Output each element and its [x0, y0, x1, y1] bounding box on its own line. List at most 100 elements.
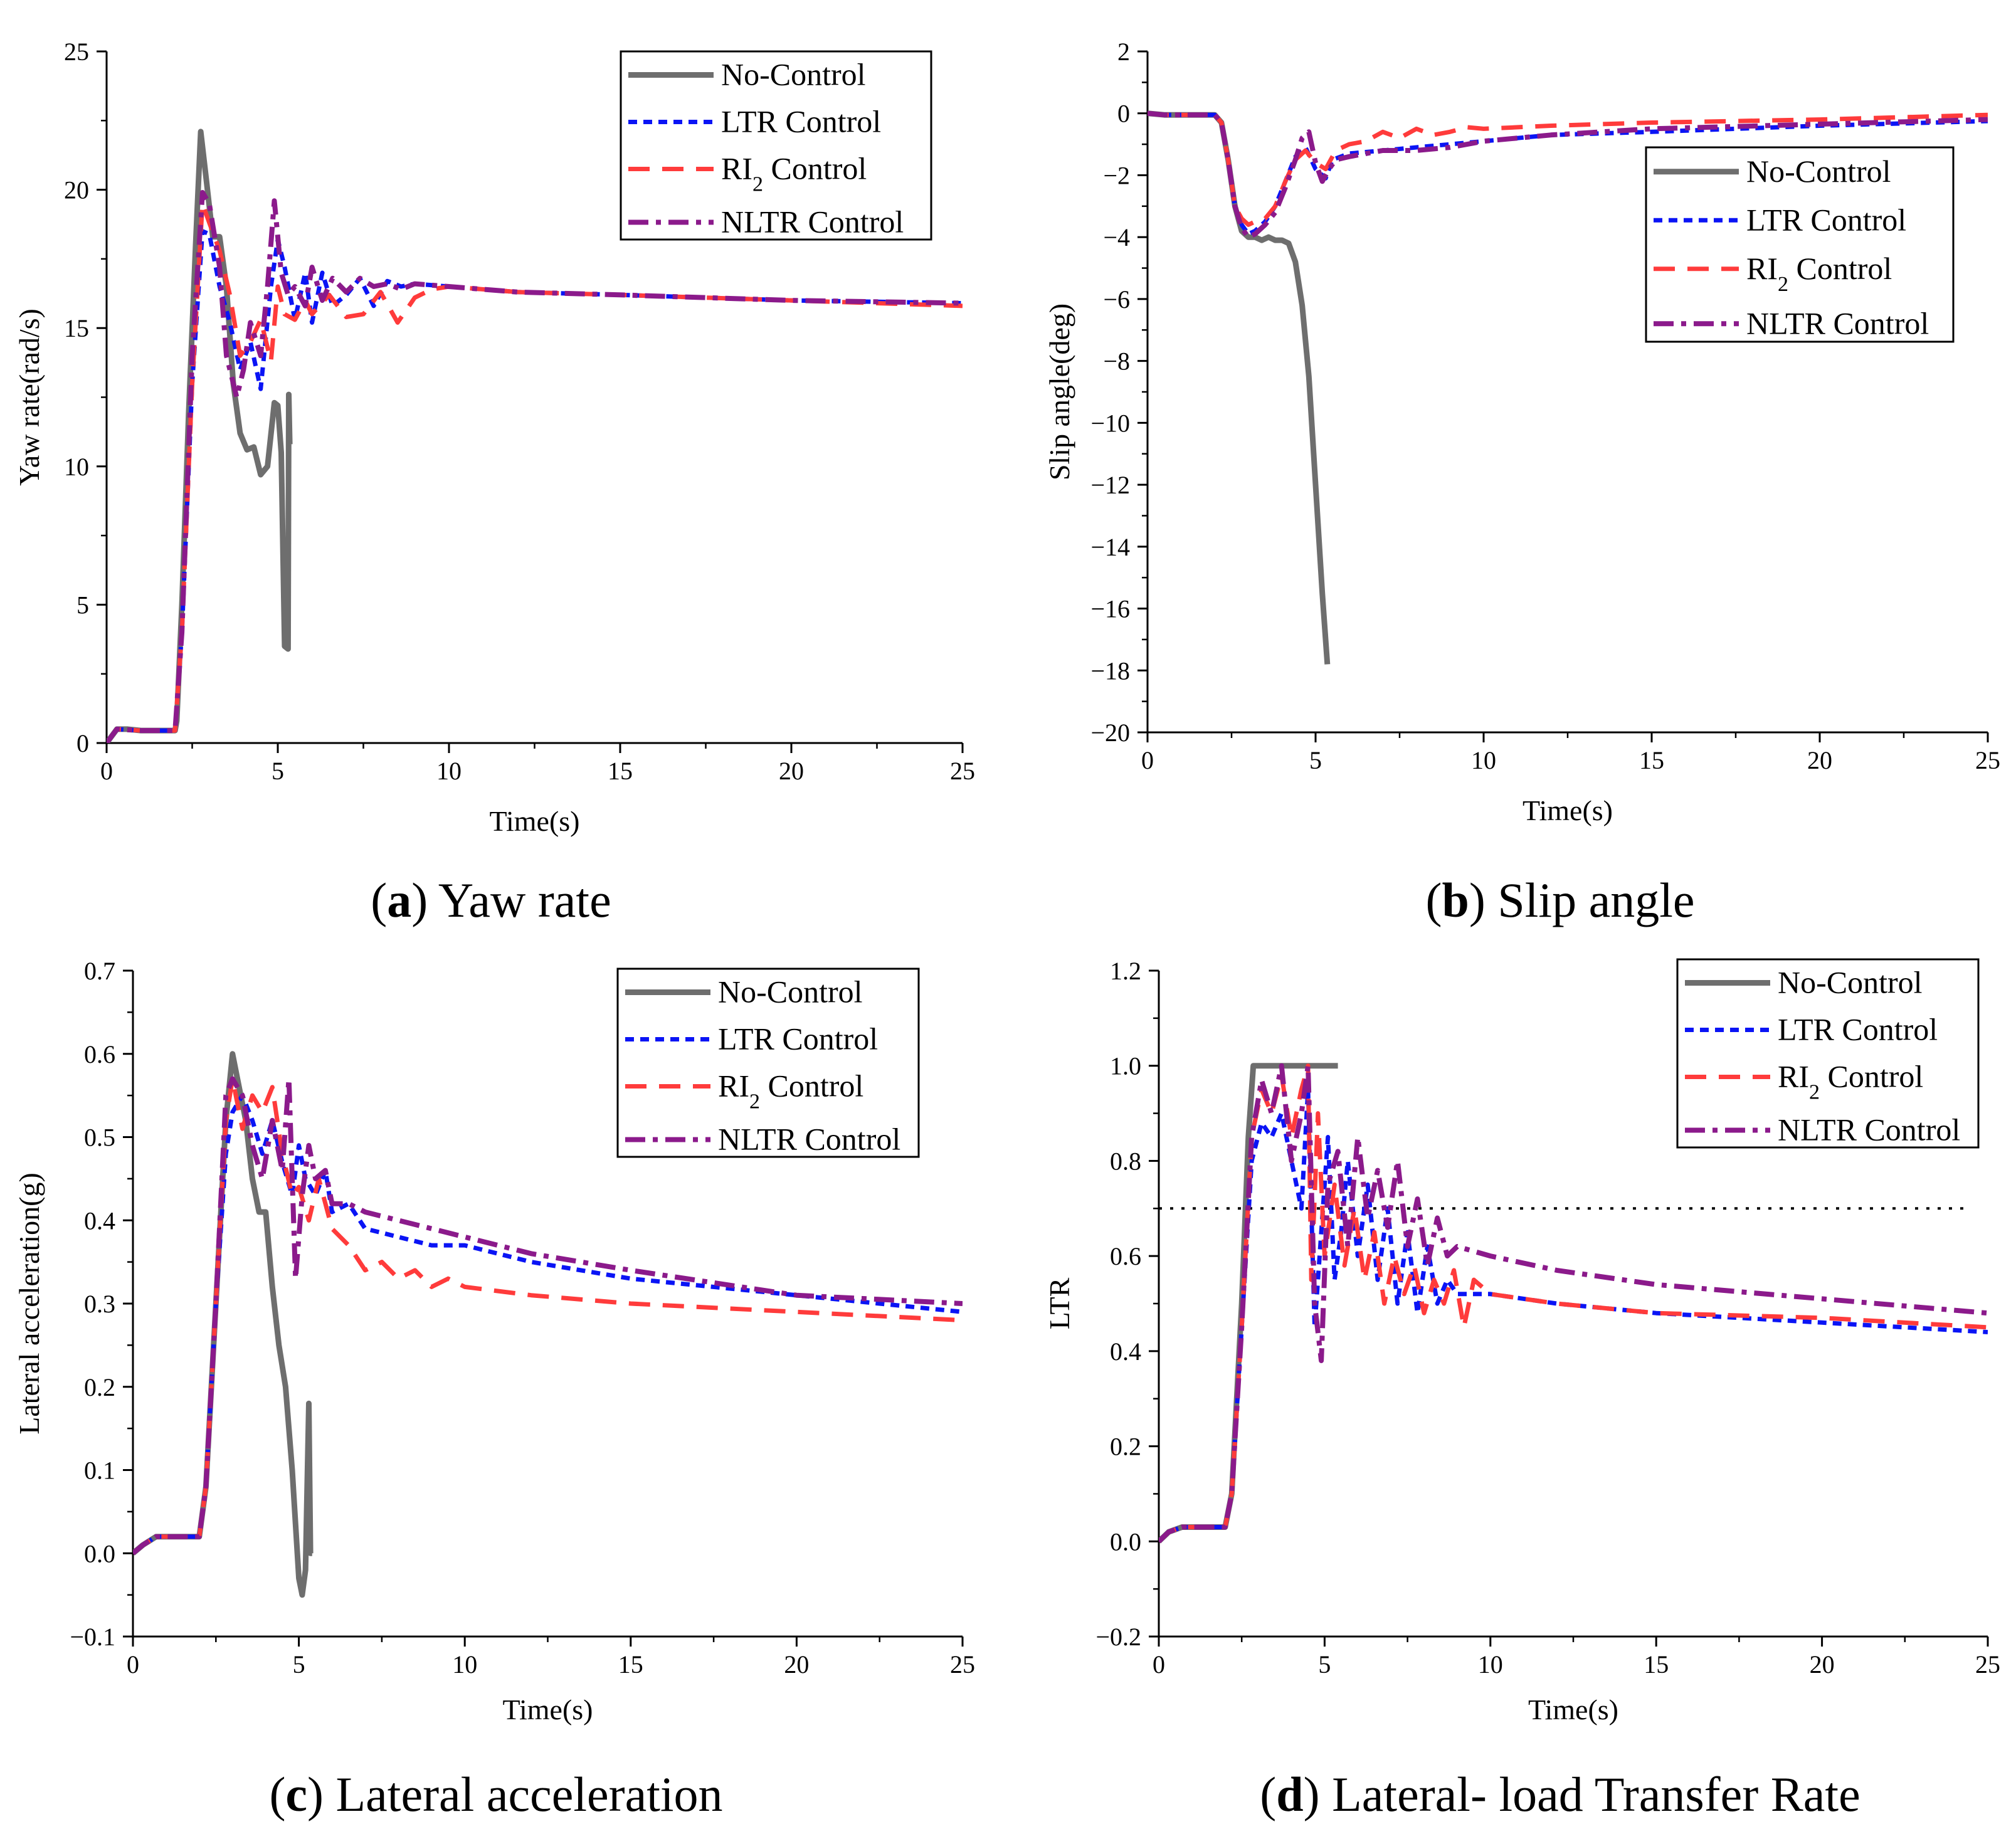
x-axis-label: Time(s) — [1523, 794, 1613, 826]
series-line-no-control — [107, 129, 293, 743]
legend-box — [1676, 958, 1980, 1149]
legend: No-Control LTR Control RI2 Control NLTR Con… — [1676, 958, 1980, 1149]
y-tick-label: 0.7 — [84, 957, 115, 985]
y-tick-label: 15 — [64, 314, 89, 342]
series-line-ri2-control — [133, 1077, 963, 1555]
series-line-ltr-control — [1159, 1087, 1988, 1543]
y-tick-label: 0.8 — [1110, 1147, 1141, 1175]
y-tick-label: 0.6 — [1110, 1242, 1141, 1270]
x-tick-label: 25 — [1975, 746, 2000, 774]
axes: 0 5 10 15 20 25 −0.1 0.0 0.1 0.2 0.3 0.4 0.5 0.6 0.7 Ti… — [13, 957, 975, 1726]
y-tick-label: 1.2 — [1110, 957, 1141, 985]
x-tick-label: 5 — [1309, 746, 1322, 774]
series-line-ltr-control — [133, 1093, 963, 1555]
x-tick-label: 10 — [452, 1650, 477, 1679]
legend-label: LTR Control — [718, 1021, 878, 1057]
y-tick-label: 0.4 — [84, 1206, 115, 1235]
y-tick-label: −0.2 — [1095, 1623, 1141, 1651]
x-tick-label: 15 — [608, 757, 633, 785]
y-axis-label: Lateral acceleration(g) — [13, 1173, 45, 1435]
plot-area — [1159, 1063, 1988, 1544]
plot-area — [107, 129, 963, 743]
legend-label: No-Control — [718, 974, 863, 1010]
series-line-nltr-control — [107, 190, 963, 743]
y-tick-label: 25 — [64, 38, 89, 66]
y-tick-label: −10 — [1090, 409, 1130, 437]
y-tick-label: 10 — [64, 453, 89, 481]
legend-label: NLTR Control — [1746, 305, 1929, 340]
legend-label: RI2 Control — [1746, 251, 1892, 296]
legend-label: LTR Control — [1746, 202, 1906, 237]
x-tick-label: 25 — [1975, 1650, 2000, 1679]
chart-panel-lateral-acceleration: 0 5 10 15 20 25 −0.1 0.0 0.1 0.2 0.3 0.4 0.5 0.6 0.7 Ti… — [13, 957, 975, 1726]
legend-label: No-Control — [721, 57, 866, 92]
y-tick-label: 20 — [64, 176, 89, 204]
x-tick-label: 10 — [1471, 746, 1496, 774]
legend-box — [1645, 146, 1955, 343]
axes: 0 5 10 15 20 25 0 5 10 15 20 25 Time(s) Yaw rate(rad/… — [13, 38, 975, 837]
legend: No-Control LTR Control RI2 Control NLTR Con… — [1645, 146, 1955, 343]
series-line-ltr-control — [1148, 111, 1988, 236]
caption-d: (d) Lateral- load Transfer Rate — [1260, 1767, 1860, 1821]
x-tick-label: 10 — [1478, 1650, 1503, 1679]
axes: 0 5 10 15 20 25 −0.2 0.0 0.2 0.4 0.6 0.8 1.0 1.2 Time(… — [1043, 957, 2000, 1726]
x-tick-label: 15 — [1639, 746, 1664, 774]
chart-panel-ltr: 0 5 10 15 20 25 −0.2 0.0 0.2 0.4 0.6 0.8 1.0 1.2 Time(… — [1043, 957, 2000, 1726]
legend-label: No-Control — [1778, 965, 1923, 1000]
legend: No-Control LTR Control RI2 Control NLTR Con… — [620, 50, 932, 241]
series-line-ri2-control — [1159, 1063, 1988, 1543]
legend: No-Control LTR Control RI2 Control NLTR Con… — [616, 967, 920, 1158]
y-tick-label: 1.0 — [1110, 1052, 1141, 1080]
caption-b: (b) Slip angle — [1426, 873, 1695, 927]
y-tick-label: 0.6 — [84, 1040, 115, 1068]
legend-box — [620, 50, 932, 241]
x-tick-label: 20 — [784, 1650, 809, 1679]
chart-panel-yaw-rate: 0 5 10 15 20 25 0 5 10 15 20 25 Time(s) Yaw rate(rad/… — [13, 38, 975, 837]
x-tick-label: 5 — [272, 757, 284, 785]
x-tick-label: 5 — [293, 1650, 305, 1679]
y-tick-label: −8 — [1103, 347, 1130, 376]
x-tick-label: 20 — [1810, 1650, 1835, 1679]
plot-area — [1148, 110, 1988, 665]
captions: (a) Yaw rate (b) Slip angle (c) Lateral ac… — [269, 873, 1860, 1821]
x-tick-label: 20 — [1807, 746, 1832, 774]
x-axis-label: Time(s) — [490, 805, 580, 837]
legend-label: RI2 Control — [718, 1068, 863, 1114]
y-tick-label: 0.1 — [84, 1457, 115, 1485]
legend-label: NLTR Control — [721, 204, 904, 240]
y-tick-label: 0 — [77, 729, 89, 757]
y-axis-label: Slip angle(deg) — [1043, 303, 1075, 480]
x-axis-label: Time(s) — [1528, 1694, 1618, 1726]
series-line-no-control — [1148, 110, 1331, 665]
series-line-ri2-control — [107, 201, 963, 743]
y-tick-label: −12 — [1090, 471, 1130, 499]
plot-area — [133, 1051, 963, 1598]
x-tick-label: 15 — [618, 1650, 643, 1679]
y-tick-label: 5 — [77, 591, 89, 619]
y-tick-label: 0.4 — [1110, 1337, 1141, 1366]
axes: 0 5 10 15 20 2520−2−4−6−8−10−12−14−16−18−20Ti… — [1043, 38, 2000, 826]
series-line-ltr-control — [107, 229, 963, 743]
x-tick-label: 20 — [779, 757, 804, 785]
x-axis-label: Time(s) — [503, 1694, 593, 1726]
legend-label: LTR Control — [721, 104, 881, 139]
y-axis-label: Yaw rate(rad/s) — [13, 308, 45, 486]
y-tick-label: 0 — [1117, 100, 1130, 128]
y-tick-label: −20 — [1090, 719, 1130, 747]
caption-a: (a) Yaw rate — [371, 873, 611, 927]
x-tick-label: 5 — [1318, 1650, 1331, 1679]
y-tick-label: 0.5 — [84, 1124, 115, 1152]
x-tick-label: 10 — [436, 757, 462, 785]
x-tick-label: 0 — [100, 757, 113, 785]
legend-box — [616, 967, 920, 1158]
x-tick-label: 0 — [1153, 1650, 1165, 1679]
y-tick-label: 2 — [1117, 38, 1130, 66]
x-tick-label: 15 — [1644, 1650, 1669, 1679]
y-tick-label: 0.0 — [1110, 1527, 1141, 1556]
y-tick-label: −4 — [1103, 223, 1130, 251]
y-tick-label: 0.3 — [84, 1290, 115, 1318]
legend-label: LTR Control — [1778, 1012, 1938, 1047]
x-tick-label: 25 — [950, 1650, 975, 1679]
y-tick-label: −0.1 — [70, 1623, 115, 1651]
y-tick-label: −2 — [1103, 161, 1130, 189]
